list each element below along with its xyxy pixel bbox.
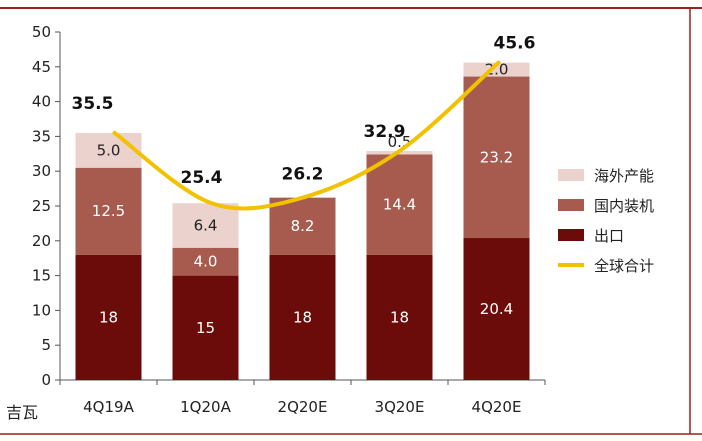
bar-data-label: 18 [390,308,409,326]
total-data-label: 25.4 [181,168,223,188]
y-tick-label: 5 [41,336,51,354]
y-tick-label: 30 [32,162,51,180]
bar-data-label: 15 [196,319,215,337]
x-axis: 4Q19A 1Q20A 2Q20E 3Q20E 4Q20E [59,379,546,416]
x-tick-label: 2Q20E [278,398,328,416]
total-data-label: 35.5 [72,94,114,114]
total-data-label: 45.6 [494,34,536,54]
bar-segment [75,132,142,168]
bar-segment [75,167,142,255]
legend-label: 全球合计 [594,257,654,275]
bar-segment [172,275,239,380]
bar-segment [463,62,530,77]
legend-label: 国内装机 [594,197,654,215]
y-tick-label: 15 [32,267,51,285]
total-data-label: 26.2 [282,165,324,185]
bar-segment [463,76,530,239]
total-line-layer: 35.5 25.4 26.2 32.9 45.6 [72,34,536,211]
y-tick-label: 35 [32,127,51,145]
bar-data-label: 8.2 [291,217,315,235]
bar-segment [75,254,142,380]
bar-segment [269,254,336,380]
total-line [112,60,501,211]
legend-label: 出口 [594,227,624,245]
bar-data-label: 23.2 [480,148,513,166]
bar-data-label: 20.4 [480,300,513,318]
y-tick-label: 25 [32,197,51,215]
y-tick-label: 20 [32,232,51,250]
legend-label: 海外产能 [594,167,654,185]
bar-data-label: 2.0 [485,61,509,79]
x-tick-label: 4Q19A [83,398,134,416]
bar-segment [366,254,433,380]
y-axis: 0 5 10 15 20 25 30 35 40 45 50 [32,23,61,389]
x-tick-label: 3Q20E [375,398,425,416]
bar-data-label: 18 [293,308,312,326]
bar-segment [463,238,530,380]
bar-data-label: 12.5 [92,202,125,220]
bar-data-label: 4.0 [194,253,218,271]
y-tick-label: 45 [32,58,51,76]
bar-segment [366,154,433,255]
y-tick-label: 50 [32,23,51,41]
unit-label: 吉瓦 [6,403,38,422]
bar-data-label: 14.4 [383,196,416,214]
y-tick-label: 10 [32,301,51,319]
bar-data-label: 6.4 [194,216,218,234]
bar-data-label: 5.0 [97,141,121,159]
y-tick-label: 0 [41,371,51,389]
x-tick-label: 1Q20A [180,398,231,416]
legend-swatch [558,199,584,211]
y-tick-label: 40 [32,93,51,111]
bar-segment [172,247,239,276]
total-data-label: 32.9 [364,122,406,142]
legend-swatch [558,169,584,181]
x-tick-label: 4Q20E [472,398,522,416]
bar-segment [172,203,239,248]
legend-swatch [558,229,584,241]
bar-data-label: 18 [99,308,118,326]
bar-segment [269,197,336,255]
